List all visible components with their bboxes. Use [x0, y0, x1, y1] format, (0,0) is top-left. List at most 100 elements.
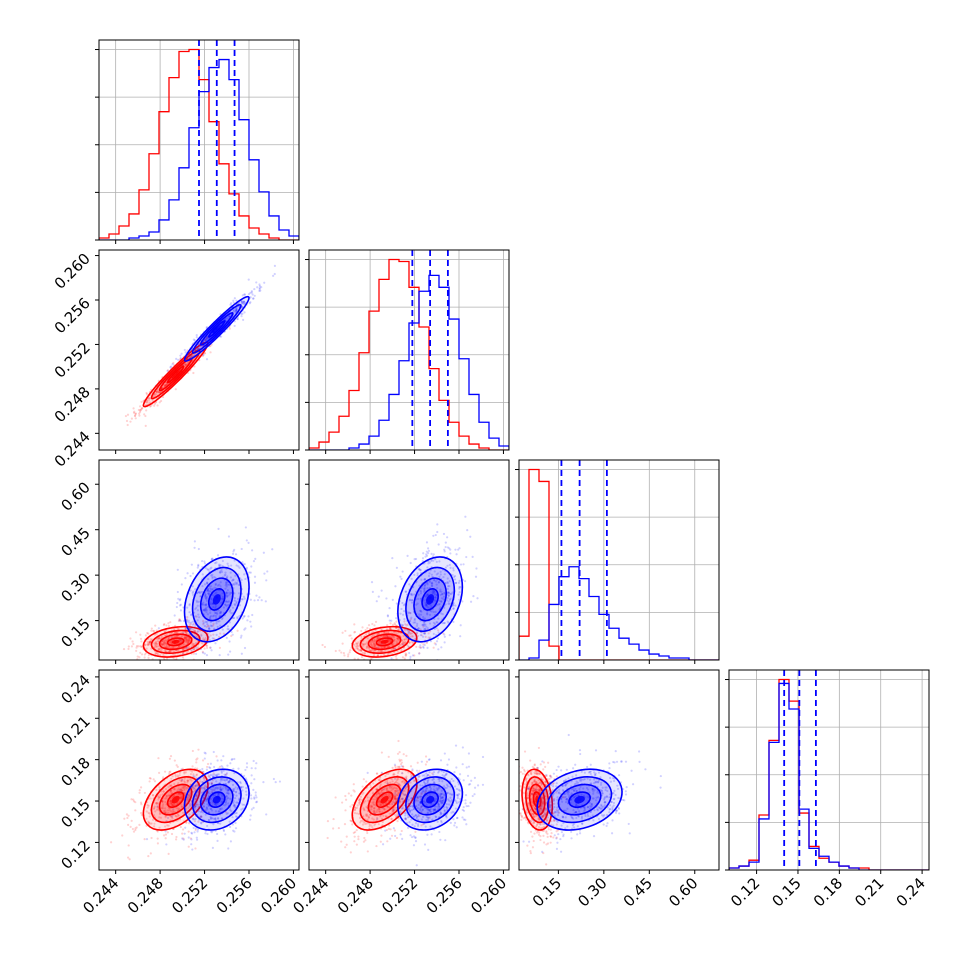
scatter-point-a [130, 417, 133, 420]
scatter-point-b [224, 603, 227, 606]
scatter-point-a [378, 632, 381, 635]
scatter-point-a [157, 796, 160, 799]
scatter-point-a [420, 792, 423, 795]
scatter-point-b [428, 622, 432, 625]
scatter-point-b [439, 588, 442, 591]
scatter-point-b [214, 582, 217, 586]
scatter-point-b [385, 597, 388, 600]
scatter-point-a [187, 639, 191, 642]
scatter-point-a [371, 644, 374, 648]
scatter-point-b [273, 264, 277, 267]
scatter-point-b [440, 821, 443, 824]
scatter-point-a [397, 645, 400, 648]
scatter-point-b [232, 787, 235, 791]
scatter-point-b [423, 587, 427, 590]
scatter-point-b [241, 617, 244, 620]
scatter-point-b [209, 585, 213, 588]
scatter-point-b [223, 773, 226, 776]
scatter-point-b [226, 592, 229, 595]
scatter-point-a [184, 636, 188, 639]
scatter-point-b [427, 552, 430, 555]
scatter-point-a [175, 835, 178, 839]
scatter-point-b [265, 813, 268, 816]
contour-line-b [191, 566, 242, 633]
scatter-point-a [156, 806, 159, 809]
scatter-point-b [218, 614, 221, 617]
scatter-point-b [227, 789, 230, 792]
scatter-point-a [380, 817, 384, 820]
contour-group-b [397, 556, 464, 643]
scatter-point-b [188, 805, 191, 808]
scatter-point-a [205, 625, 208, 629]
scatter-point-b [241, 598, 244, 601]
scatter-point-a [185, 637, 188, 640]
scatter-point-b [219, 822, 222, 825]
scatter-point-a [149, 401, 152, 404]
scatter-point-a [164, 649, 167, 653]
contour-line-b [199, 311, 234, 346]
scatter-point-a [172, 361, 175, 365]
scatter-point-b [218, 565, 221, 568]
scatter-point-a [394, 766, 397, 770]
scatter-point-b [377, 595, 380, 598]
scatter-point-b [438, 608, 441, 611]
scatter-point-b [432, 590, 435, 593]
scatter-point-a [407, 630, 410, 633]
scatter-point-a [386, 645, 390, 648]
scatter-point-b [209, 766, 212, 770]
contour-group-b [183, 295, 250, 362]
scatter-point-a [161, 800, 164, 803]
scatter-point-a [172, 646, 175, 649]
scatter-point-b [225, 592, 228, 595]
scatter-point-a [170, 832, 174, 836]
scatter-point-a [357, 648, 360, 651]
scatter-point-b [201, 787, 204, 790]
scatter-point-a [218, 765, 222, 768]
scatter-point-a [371, 801, 374, 804]
scatter-point-b [232, 301, 235, 304]
scatter-point-b [248, 571, 251, 574]
scatter-point-a [372, 642, 376, 645]
scatter-point-b [204, 596, 207, 599]
scatter-point-a [363, 643, 366, 646]
scatter-point-b [189, 621, 193, 624]
scatter-point-a [181, 828, 185, 831]
scatter-point-a [167, 624, 171, 628]
scatter-point-a [162, 653, 165, 657]
scatter-point-b [417, 813, 420, 816]
scatter-point-a [162, 643, 165, 646]
scatter-point-a [394, 646, 397, 649]
scatter-point-a [174, 631, 177, 634]
scatter-point-b [203, 652, 206, 655]
scatter-point-a [138, 791, 141, 794]
contour-line-a [166, 791, 185, 809]
scatter-point-a [377, 808, 380, 811]
scatter-point-b [191, 572, 195, 575]
panel-r3-c0: 0.120.150.180.210.240.244 0.248 0.252 0.256… [57, 669, 300, 917]
scatter-point-b [206, 832, 209, 836]
panel-r3-c1: 0.244 0.248 0.252 0.256 0.260 [289, 669, 510, 917]
scatter-point-b [424, 601, 427, 604]
scatter-point-b [250, 291, 253, 294]
scatter-point-b [423, 624, 426, 627]
scatter-point-b [197, 591, 201, 594]
scatter-points [122, 526, 274, 660]
scatter-point-b [437, 617, 440, 620]
scatter-point-b [419, 590, 423, 593]
scatter-point-b [250, 767, 253, 770]
scatter-point-b [255, 762, 258, 765]
scatter-point-b [421, 623, 425, 626]
scatter-point-b [228, 315, 231, 318]
scatter-point-a [160, 643, 164, 646]
scatter-point-b [209, 787, 212, 791]
scatter-point-a [179, 653, 182, 656]
scatter-point-b [225, 791, 228, 794]
scatter-point-b [212, 605, 215, 609]
scatter-point-a [170, 784, 173, 787]
scatter-point-a [345, 843, 348, 846]
scatter-point-b [217, 810, 220, 813]
scatter-point-a [228, 327, 231, 330]
scatter-point-a [437, 629, 440, 632]
scatter-point-a [185, 637, 188, 640]
scatter-point-a [196, 646, 200, 649]
